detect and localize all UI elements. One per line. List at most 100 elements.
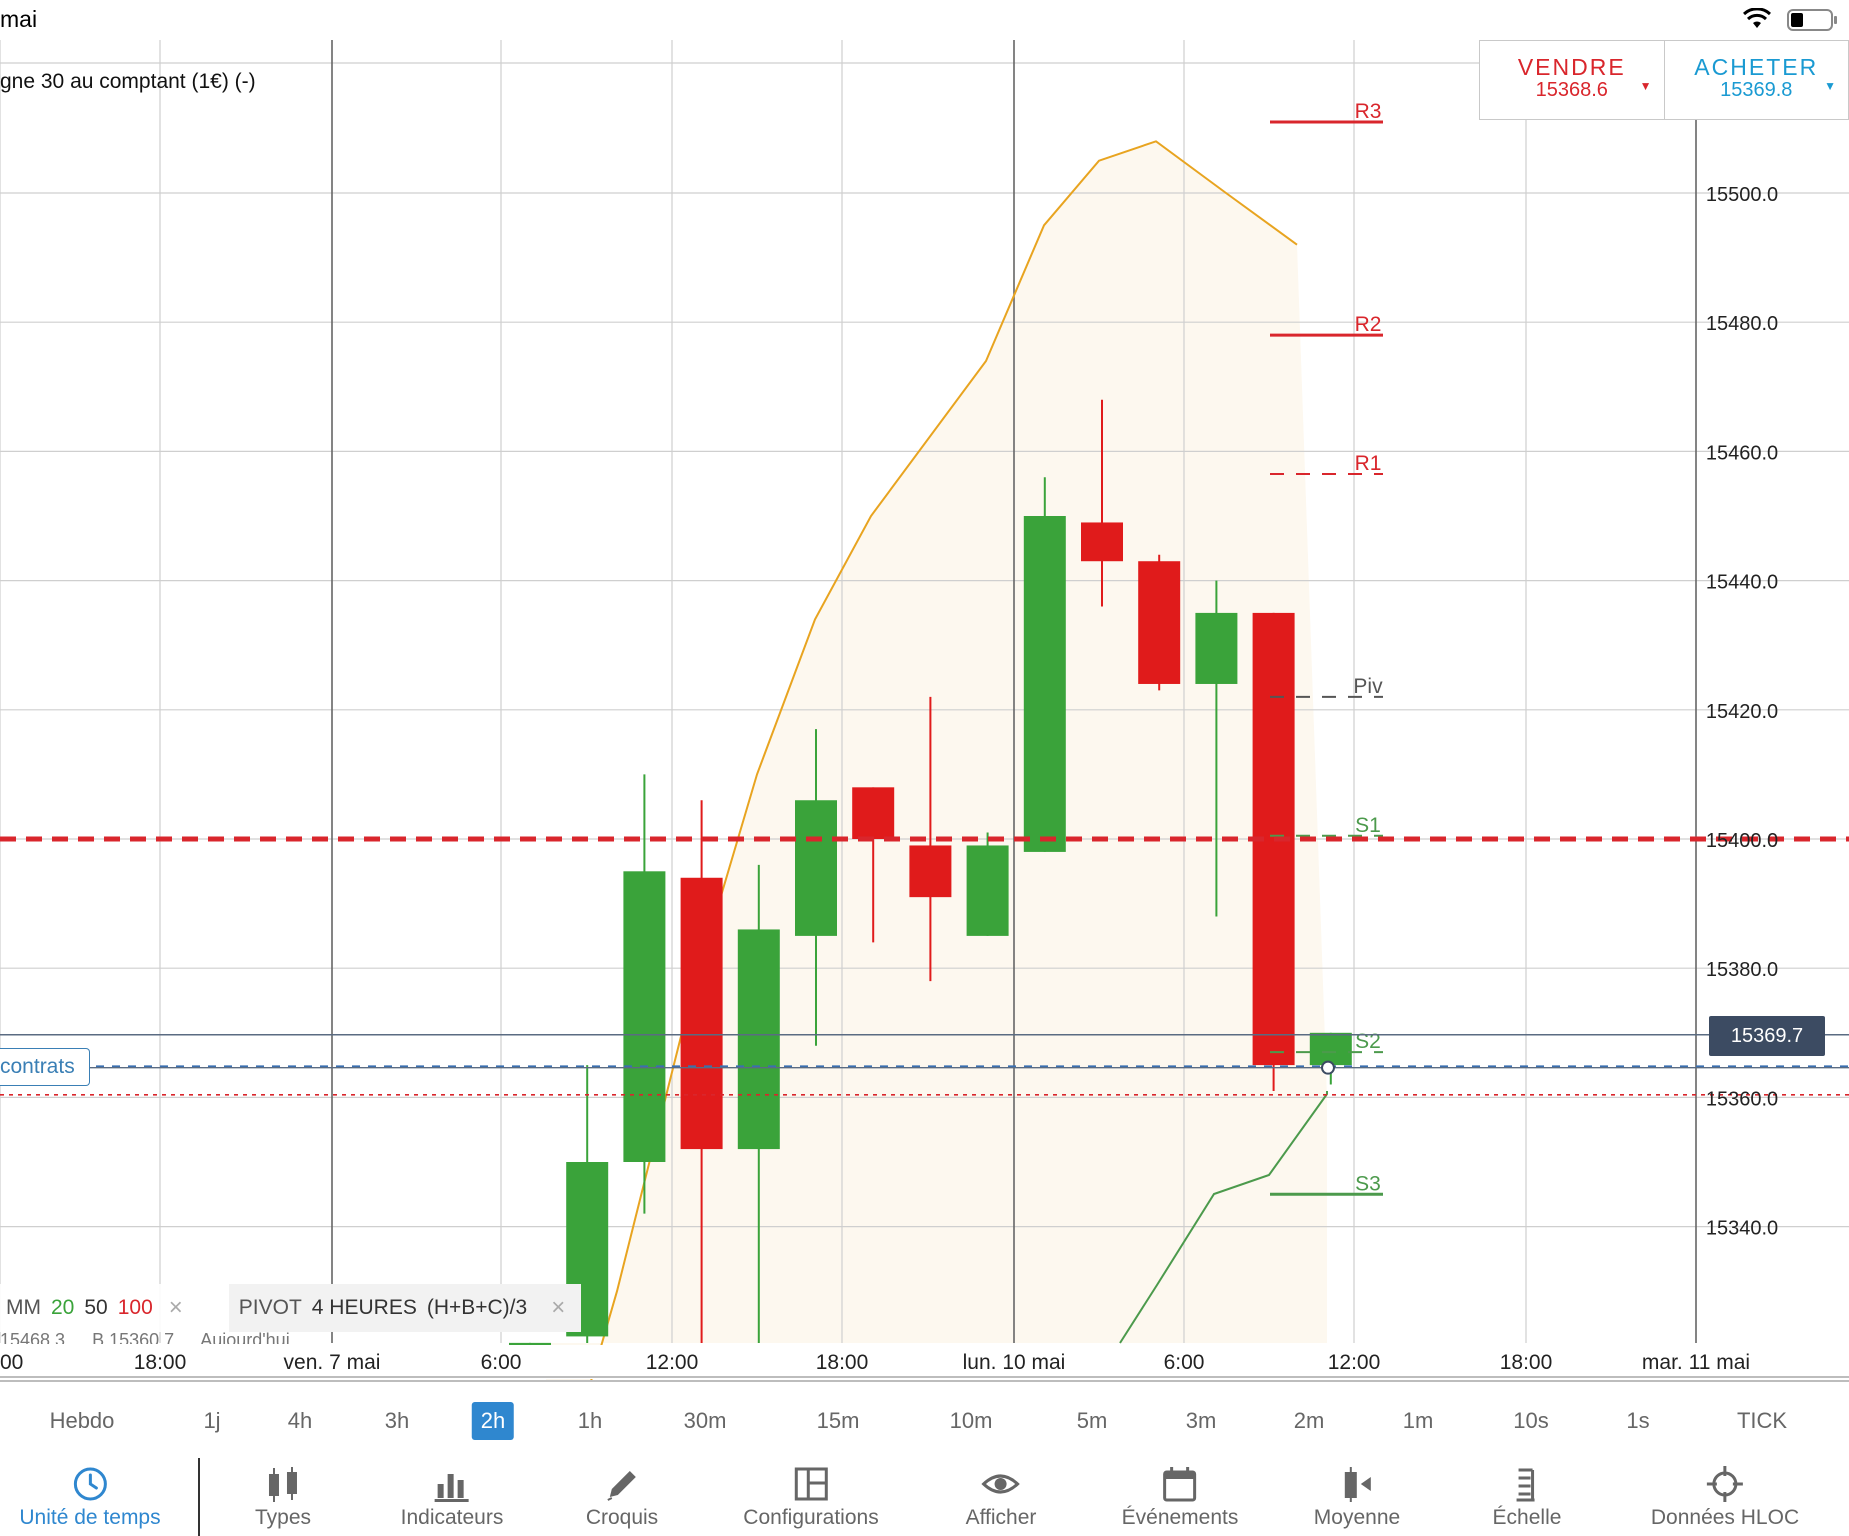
- current-price-tag: 15369.7: [1709, 1016, 1825, 1056]
- y-tick-label: 15420.0: [1706, 701, 1778, 723]
- x-tick-label: 6:00: [1164, 1351, 1205, 1374]
- y-tick-label: 15480.0: [1706, 313, 1778, 335]
- mm-remove-icon[interactable]: ×: [168, 1294, 183, 1321]
- y-tick-label: 15380.0: [1706, 959, 1778, 981]
- timeframe-30m[interactable]: 30m: [683, 1408, 727, 1433]
- bearish-candle: [909, 845, 952, 898]
- toolbar-label: Données HLOC: [1650, 1506, 1800, 1529]
- buy-dropdown-icon[interactable]: ▼: [1824, 79, 1836, 93]
- y-tick-label: 15400.0: [1706, 830, 1778, 852]
- pivot-label-piv: Piv: [1353, 675, 1383, 698]
- bullish-candle: [1195, 612, 1238, 684]
- pivot-label-r1: R1: [1355, 452, 1382, 475]
- toolbar-layout-button[interactable]: Configurations: [743, 1464, 879, 1530]
- mm-period-20: 20: [51, 1296, 75, 1319]
- sell-label: VENDRE: [1517, 54, 1626, 80]
- bottom-toolbar: Unité de temps Types Indicateurs Croquis Con…: [0, 1458, 1849, 1536]
- timeframe-5m[interactable]: 5m: [1076, 1408, 1108, 1433]
- y-tick-label: 15340.0: [1706, 1218, 1778, 1240]
- bullish-candle: [737, 929, 780, 1150]
- price-chart[interactable]: R3 R2 R1 Piv S1 S2 S3 15500.0 15480.0 15460.0 1544…: [0, 0, 1849, 1380]
- x-tick-label: 6:00: [481, 1351, 522, 1374]
- x-tick-label: 12:00: [1328, 1351, 1381, 1374]
- trade-panel: VENDRE 15368.6 ▼ ACHETER 15369.8 ▼: [1479, 40, 1849, 120]
- candles-icon: [263, 1464, 303, 1504]
- x-tick-label: 18:00: [816, 1351, 869, 1374]
- timeframe-1s[interactable]: 1s: [1626, 1408, 1650, 1433]
- crosshair-icon: [1705, 1464, 1745, 1504]
- legend-values: 15468.3 B 15360.7 Aujourd'hui: [0, 1330, 312, 1344]
- sell-dropdown-icon[interactable]: ▼: [1639, 79, 1652, 93]
- x-tick-label: lun. 10 mai: [963, 1351, 1066, 1374]
- layout-icon: [791, 1464, 831, 1504]
- pivot-label-s1: S1: [1355, 814, 1381, 837]
- bearish-candle: [680, 877, 723, 1150]
- envelope-lower-line: [1119, 1090, 1328, 1344]
- toolbar-candles-button[interactable]: Types: [255, 1464, 311, 1530]
- toolbar-divider: [198, 1458, 200, 1536]
- timeframe-bar: Hebdo 1j 4h 3h 2h 1h 30m 15m 10m 5m 3m 2m 1m 10s 1s TIC…: [0, 1380, 1849, 1461]
- bearish-candle: [852, 787, 895, 839]
- pivot-remove-icon[interactable]: ×: [551, 1294, 566, 1321]
- x-axis-background: [0, 1345, 1849, 1379]
- toolbar-bar-chart-button[interactable]: Indicateurs: [400, 1464, 504, 1530]
- legend-period-value: Aujourd'hui: [200, 1330, 290, 1344]
- toolbar-label: Échelle: [1492, 1506, 1562, 1529]
- toolbar-candle-arrow-button[interactable]: Moyenne: [1314, 1464, 1400, 1530]
- envelope-shade: [546, 141, 1327, 1380]
- timeframe-3h[interactable]: 3h: [384, 1408, 410, 1433]
- bullish-candle: [1023, 516, 1066, 852]
- pivot-formula: (H+B+C)/3: [426, 1296, 528, 1319]
- timeframe-3m[interactable]: 3m: [1185, 1408, 1217, 1433]
- y-tick-label: 15440.0: [1706, 572, 1778, 594]
- position-tag[interactable]: contrats: [0, 1048, 90, 1086]
- toolbar-clock-button[interactable]: Unité de temps: [19, 1464, 161, 1530]
- toolbar-label: Afficher: [965, 1506, 1037, 1529]
- timeframe-hebdo[interactable]: Hebdo: [49, 1408, 115, 1433]
- timeframe-1h[interactable]: 1h: [577, 1408, 603, 1433]
- mm-period-50: 50: [84, 1296, 108, 1319]
- timeframe-2m[interactable]: 2m: [1293, 1408, 1325, 1433]
- mm-label: MM: [6, 1296, 41, 1319]
- timeframe-tick[interactable]: TICK: [1736, 1408, 1788, 1433]
- timeframe-10s[interactable]: 10s: [1513, 1408, 1549, 1433]
- toolbar-label: Moyenne: [1313, 1506, 1401, 1529]
- x-tick-label: 00: [0, 1351, 23, 1374]
- buy-button[interactable]: ACHETER 15369.8 ▼: [1663, 41, 1849, 119]
- legend-high-value: 15468.3: [0, 1330, 66, 1344]
- clock-icon: [70, 1464, 110, 1504]
- toolbar-crosshair-button[interactable]: Données HLOC: [1651, 1464, 1799, 1530]
- eye-icon: [981, 1464, 1021, 1504]
- pivot-label-r3: R3: [1355, 100, 1382, 123]
- timeframe-4h[interactable]: 4h: [287, 1408, 313, 1433]
- x-tick-label: 12:00: [646, 1351, 699, 1374]
- x-tick-label: mar. 11 mai: [1642, 1351, 1750, 1374]
- toolbar-pencil-button[interactable]: Croquis: [586, 1464, 658, 1530]
- status-time: mai: [0, 6, 38, 32]
- toolbar-scale-button[interactable]: Échelle: [1492, 1464, 1562, 1530]
- bullish-candle: [795, 800, 837, 936]
- timeframe-15m[interactable]: 15m: [816, 1408, 860, 1433]
- bullish-candle: [1309, 1032, 1352, 1066]
- toolbar-label: Indicateurs: [400, 1506, 504, 1529]
- bearish-candle: [1081, 522, 1123, 562]
- y-tick-label: 15360.0: [1706, 1088, 1778, 1110]
- pivot-legend: PIVOT 4 HEURES (H+B+C)/3 ×: [228, 1284, 582, 1332]
- timeframe-10m[interactable]: 10m: [949, 1408, 993, 1433]
- x-tick-label: 18:00: [134, 1351, 187, 1374]
- y-tick-label: 15460.0: [1706, 442, 1778, 464]
- bar-chart-icon: [432, 1464, 472, 1504]
- sell-price: 15368.6: [1535, 79, 1608, 101]
- toolbar-calendar-button[interactable]: Événements: [1122, 1464, 1238, 1530]
- y-tick-label: 15500.0: [1706, 184, 1778, 206]
- timeframe-1m[interactable]: 1m: [1402, 1408, 1434, 1433]
- timeframe-2h[interactable]: 2h: [471, 1402, 515, 1440]
- pivot-label: PIVOT: [238, 1296, 302, 1319]
- pivot-label-r2: R2: [1355, 313, 1382, 336]
- x-tick-label: ven. 7 mai: [284, 1351, 381, 1374]
- toolbar-eye-button[interactable]: Afficher: [965, 1464, 1037, 1530]
- sell-button[interactable]: VENDRE 15368.6 ▼: [1480, 41, 1664, 119]
- legend-low-value: B 15360.7: [92, 1330, 175, 1344]
- bullish-candle: [966, 845, 1009, 936]
- timeframe-1j[interactable]: 1j: [203, 1408, 221, 1433]
